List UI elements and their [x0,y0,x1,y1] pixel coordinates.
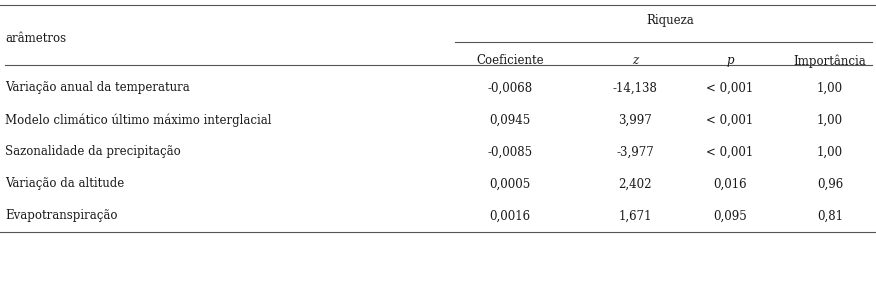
Text: -0,0085: -0,0085 [487,146,533,158]
Text: 2,402: 2,402 [618,178,652,190]
Text: 1,671: 1,671 [618,209,652,223]
Text: < 0,001: < 0,001 [706,82,753,94]
Text: p: p [726,54,734,67]
Text: Coeficiente: Coeficiente [477,54,544,67]
Text: arâmetros: arâmetros [5,32,66,45]
Text: 3,997: 3,997 [618,113,652,127]
Text: 1,00: 1,00 [817,82,843,94]
Text: 0,0005: 0,0005 [490,178,531,190]
Text: Riqueza: Riqueza [646,14,694,27]
Text: Sazonalidade da precipitação: Sazonalidade da precipitação [5,146,180,158]
Text: Variação da altitude: Variação da altitude [5,178,124,190]
Text: -0,0068: -0,0068 [487,82,533,94]
Text: 0,96: 0,96 [817,178,843,190]
Text: -3,977: -3,977 [616,146,653,158]
Text: 1,00: 1,00 [817,146,843,158]
Text: 0,81: 0,81 [817,209,843,223]
Text: 0,016: 0,016 [713,178,747,190]
Text: -14,138: -14,138 [612,82,657,94]
Text: 1,00: 1,00 [817,113,843,127]
Text: < 0,001: < 0,001 [706,146,753,158]
Text: Variação anual da temperatura: Variação anual da temperatura [5,82,190,94]
Text: 0,0016: 0,0016 [490,209,531,223]
Text: 0,095: 0,095 [713,209,747,223]
Text: 0,0945: 0,0945 [490,113,531,127]
Text: Importância: Importância [794,54,866,68]
Text: Modelo climático último máximo interglacial: Modelo climático último máximo interglac… [5,113,272,127]
Text: < 0,001: < 0,001 [706,113,753,127]
Text: z: z [632,54,638,67]
Text: Evapotranspiração: Evapotranspiração [5,209,117,223]
